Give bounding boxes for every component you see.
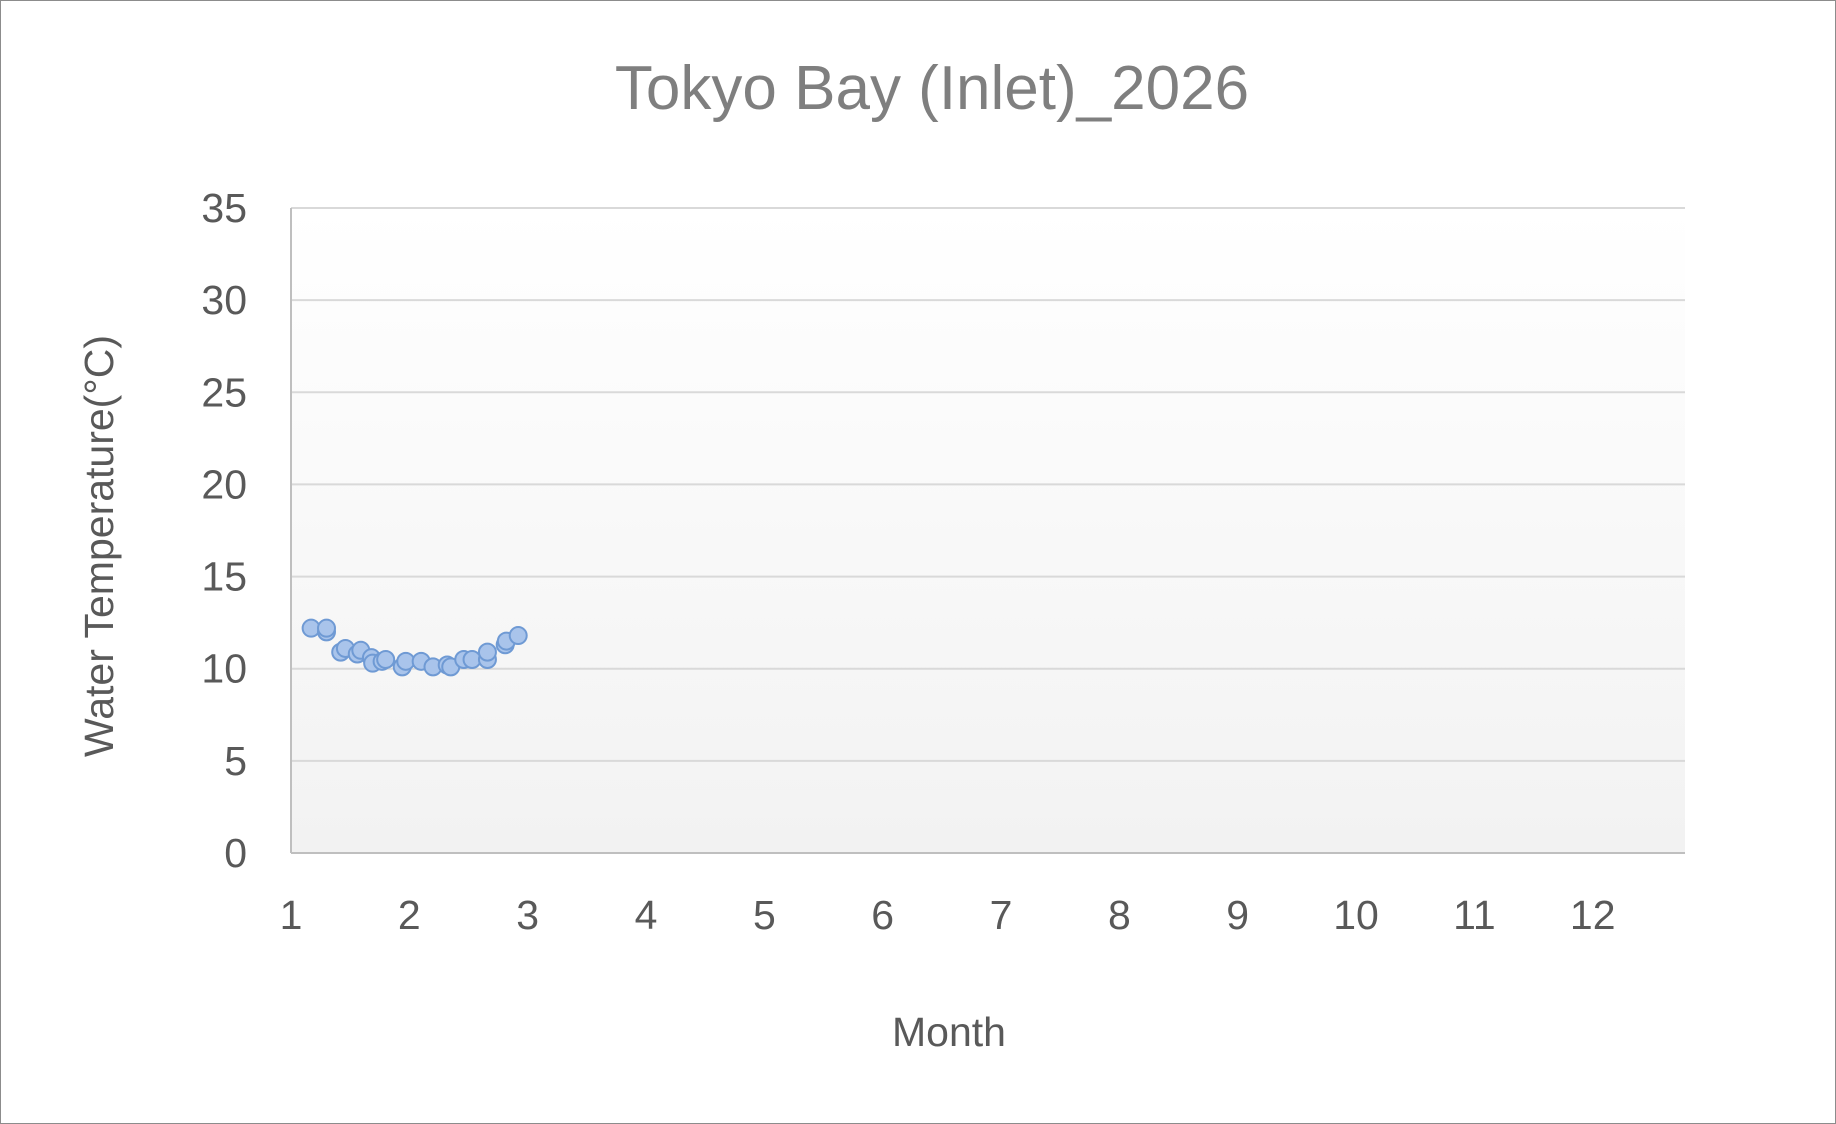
- x-tick-labels: 1 2 3 4 5 6 7 8 9 10 11 12: [280, 892, 1616, 938]
- x-tick-label: 12: [1570, 892, 1616, 938]
- chart-title: Tokyo Bay (Inlet)_2026: [615, 54, 1249, 123]
- y-tick-label: 15: [201, 554, 247, 600]
- y-axis-title: Water Temperature(°C): [76, 335, 122, 757]
- data-point: [317, 618, 337, 638]
- x-tick-label: 6: [871, 892, 894, 938]
- x-tick-label: 1: [280, 892, 303, 938]
- data-point: [477, 642, 497, 662]
- y-tick-labels: 0 5 10 15 20 25 30 35: [201, 185, 247, 876]
- y-tick-label: 20: [201, 461, 247, 507]
- x-tick-label: 4: [635, 892, 658, 938]
- x-axis-title: Month: [892, 1009, 1006, 1055]
- x-tick-label: 2: [398, 892, 421, 938]
- data-points: [301, 618, 528, 677]
- x-tick-label: 8: [1108, 892, 1131, 938]
- plot-area: [291, 208, 1685, 853]
- x-tick-label: 10: [1333, 892, 1379, 938]
- y-tick-label: 10: [201, 646, 247, 692]
- data-point: [376, 650, 396, 669]
- x-tick-label: 3: [516, 892, 539, 938]
- y-tick-label: 35: [201, 185, 247, 231]
- y-tick-label: 5: [224, 738, 247, 784]
- x-tick-label: 11: [1453, 892, 1496, 938]
- axes: [290, 208, 1685, 854]
- x-tick-label: 7: [990, 892, 1013, 938]
- x-tick-label: 5: [753, 892, 776, 938]
- gridlines: [291, 207, 1685, 762]
- x-tick-label: 9: [1226, 892, 1249, 938]
- data-point: [508, 626, 528, 646]
- y-tick-label: 30: [201, 277, 247, 323]
- y-tick-label: 25: [201, 369, 247, 415]
- y-tick-label: 0: [224, 830, 247, 876]
